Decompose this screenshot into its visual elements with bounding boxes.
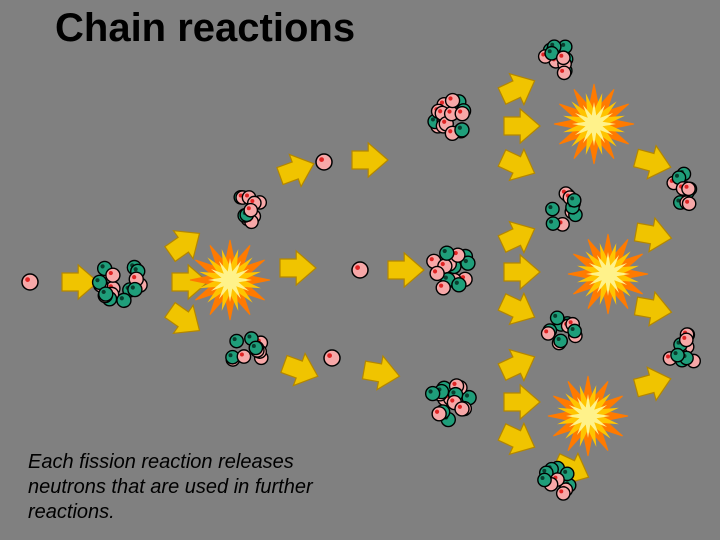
neutrons-layer [22, 154, 368, 366]
arrow-icon [361, 353, 402, 393]
fragment-nucleus-icon [226, 332, 268, 366]
arrow-icon [280, 251, 316, 285]
arrow-icon [274, 148, 320, 192]
arrow-icon [504, 385, 540, 419]
uranium-nucleus-icon [93, 261, 148, 308]
fragment-nucleus-icon [542, 311, 582, 349]
arrow-icon [632, 141, 676, 183]
arrow-icon [504, 109, 540, 143]
fission-burst-icon [548, 376, 628, 456]
fission-burst-icon [554, 84, 634, 164]
fragment-nucleus-icon [546, 187, 582, 231]
fission-burst-icon [190, 240, 270, 320]
arrow-icon [632, 362, 676, 404]
uranium-nucleus-icon [426, 379, 476, 427]
arrow-icon [495, 287, 542, 333]
neutron-icon [316, 154, 332, 170]
arrow-icon [633, 215, 674, 255]
arrow-icon [278, 348, 324, 392]
uranium-nucleus-icon [428, 94, 471, 141]
arrow-icon [495, 213, 542, 259]
arrow-icon [633, 289, 674, 329]
uranium-nucleus-icon [427, 246, 475, 295]
neutron-icon [22, 274, 38, 290]
arrow-icon [504, 255, 540, 289]
fragment-nucleus-icon [667, 167, 696, 210]
fission-burst-icon [568, 234, 648, 314]
slide-title: Chain reactions [55, 6, 355, 51]
fragment-nucleus-icon [538, 461, 576, 500]
arrow-icon [495, 65, 542, 111]
arrow-icon [160, 219, 209, 268]
fragment-nucleus-icon [663, 328, 700, 368]
fragment-nucleus-icon [234, 191, 266, 229]
arrow-icon [495, 417, 542, 463]
slide-caption: Each fission reaction releases neutrons … [28, 450, 358, 525]
arrow-icon [495, 341, 542, 387]
arrow-icon [388, 253, 424, 287]
arrow-icon [495, 143, 542, 189]
arrow-icon [352, 143, 388, 177]
neutron-icon [324, 350, 340, 366]
fragment-nucleus-icon [539, 40, 573, 79]
arrow-icon [160, 296, 209, 345]
neutron-icon [352, 262, 368, 278]
